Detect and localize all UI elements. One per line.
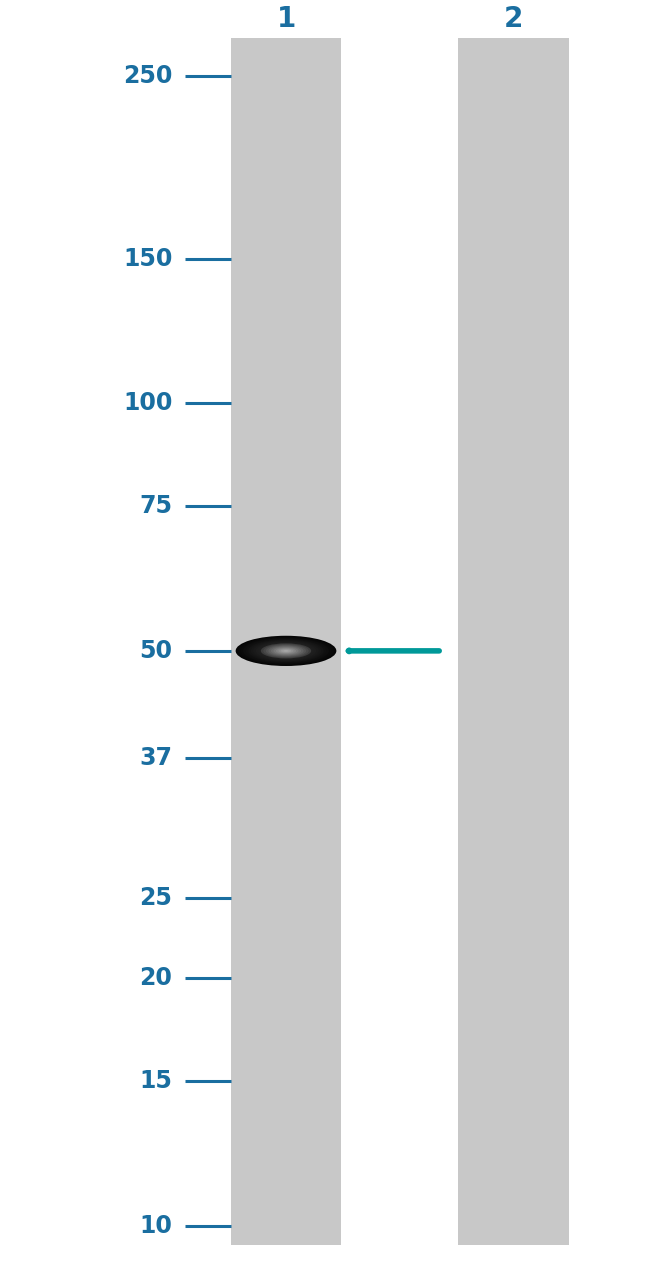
Ellipse shape	[278, 649, 294, 653]
Ellipse shape	[251, 640, 321, 662]
Text: 25: 25	[139, 886, 172, 911]
Ellipse shape	[266, 645, 306, 657]
Ellipse shape	[256, 641, 317, 660]
Text: 75: 75	[139, 494, 172, 518]
Ellipse shape	[258, 643, 314, 659]
Bar	[458, 38, 569, 1245]
Ellipse shape	[248, 640, 324, 662]
Ellipse shape	[268, 645, 304, 657]
Ellipse shape	[238, 636, 334, 665]
Ellipse shape	[254, 641, 318, 660]
Ellipse shape	[243, 638, 329, 664]
Ellipse shape	[283, 650, 289, 652]
Ellipse shape	[281, 649, 291, 653]
Text: 20: 20	[139, 966, 172, 991]
Text: 100: 100	[123, 391, 172, 415]
Text: 1: 1	[276, 5, 296, 33]
Text: 10: 10	[139, 1214, 172, 1237]
Ellipse shape	[235, 636, 337, 665]
Ellipse shape	[240, 638, 332, 664]
Text: 50: 50	[139, 639, 172, 663]
Ellipse shape	[274, 648, 298, 654]
Ellipse shape	[271, 646, 301, 655]
Text: 2: 2	[504, 5, 523, 33]
Ellipse shape	[263, 644, 309, 658]
Text: 250: 250	[123, 65, 172, 88]
Text: 37: 37	[139, 747, 172, 771]
Bar	[231, 38, 341, 1245]
Ellipse shape	[246, 639, 326, 663]
Ellipse shape	[276, 648, 296, 654]
Text: 150: 150	[123, 246, 172, 271]
Text: 15: 15	[139, 1069, 172, 1092]
Ellipse shape	[261, 644, 311, 658]
